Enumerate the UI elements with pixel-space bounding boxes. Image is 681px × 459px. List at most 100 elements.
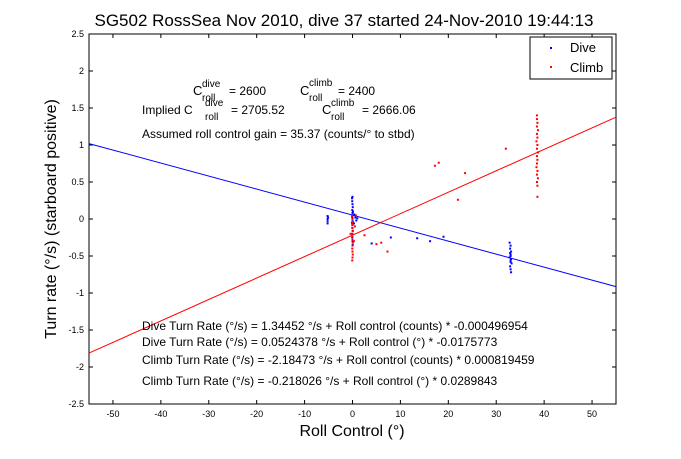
point-climb: [535, 173, 538, 176]
point-climb: [380, 241, 383, 244]
point-climb: [536, 195, 539, 198]
point-dive: [351, 210, 354, 213]
point-dive: [442, 235, 445, 238]
point-dive: [351, 195, 354, 198]
y-tick-label: 0.5: [71, 177, 84, 187]
point-dive: [351, 200, 354, 203]
point-climb: [536, 158, 539, 161]
point-climb: [351, 247, 354, 250]
c-dive-symbol: C: [193, 83, 202, 98]
point-dive: [429, 240, 432, 243]
legend-dive-marker: [550, 47, 552, 49]
point-climb: [375, 243, 378, 246]
point-climb: [351, 250, 354, 253]
implied-climb-sub: roll: [331, 112, 344, 123]
y-axis-label: Turn rate (°/s) (starboard positive): [43, 99, 60, 339]
x-tick-label: -40: [154, 409, 167, 419]
point-climb: [456, 198, 459, 201]
point-climb: [351, 226, 354, 229]
implied-climb-value: = 2666.06: [362, 103, 416, 117]
point-climb: [437, 161, 440, 164]
point-climb: [351, 244, 354, 247]
eq-dive-degrees: Dive Turn Rate (°/s) = 0.0524378 °/s + R…: [142, 335, 498, 349]
point-dive: [356, 217, 359, 220]
data-points: [326, 114, 539, 274]
legend-climb-label: Climb: [570, 60, 603, 75]
point-dive: [351, 240, 354, 243]
y-tick-label: 1: [79, 140, 84, 150]
point-climb: [349, 232, 352, 235]
point-climb: [536, 136, 539, 139]
point-climb: [535, 162, 538, 165]
point-dive: [509, 253, 512, 256]
legend-dive-label: Dive: [570, 40, 596, 55]
chart-title: SG502 RossSea Nov 2010, dive 37 started …: [95, 11, 594, 30]
c-climb-sup: climb: [309, 78, 333, 89]
point-dive: [508, 241, 511, 244]
legend: Dive Climb: [529, 36, 613, 80]
point-climb: [363, 234, 366, 237]
point-climb: [351, 215, 354, 218]
point-dive: [353, 213, 356, 216]
point-climb: [351, 241, 354, 244]
point-dive: [355, 219, 358, 222]
y-tick-label: 1.5: [71, 103, 84, 113]
point-dive: [510, 262, 513, 265]
y-tick-label: 2: [79, 66, 84, 76]
implied-dive-value: = 2705.52: [231, 103, 285, 117]
implied-dive-sub: roll: [205, 112, 218, 123]
point-climb: [536, 144, 539, 146]
point-climb: [464, 172, 467, 175]
axis-ticks: -50 -40 -30 -20 -10 0 10 20 30 40 50-2.5-2-1.5-1-0…: [68, 29, 616, 419]
point-climb: [386, 250, 389, 253]
point-climb: [351, 220, 354, 223]
point-climb: [351, 259, 354, 262]
legend-box: [529, 36, 613, 80]
implied-climb-sup: climb: [331, 98, 355, 109]
c-dive-sub: roll: [202, 93, 215, 104]
point-dive: [354, 216, 357, 219]
eq-climb-counts: Climb Turn Rate (°/s) = -2.18473 °/s + R…: [142, 353, 535, 367]
point-climb: [351, 253, 354, 256]
roll-coefficients-annotation: C dive roll = 2600 C climb roll = 2400 I…: [142, 78, 416, 141]
y-tick-label: -0.5: [68, 251, 84, 261]
x-tick-label: -30: [202, 409, 215, 419]
point-climb: [536, 184, 539, 187]
point-climb: [351, 229, 354, 232]
point-climb: [536, 151, 539, 154]
point-climb: [351, 218, 354, 220]
point-dive: [351, 216, 354, 219]
point-dive: [508, 256, 511, 259]
point-dive: [509, 260, 512, 263]
point-climb: [536, 169, 539, 172]
point-climb: [535, 140, 538, 143]
point-climb: [535, 181, 538, 183]
x-tick-label: -50: [106, 409, 119, 419]
point-climb: [353, 225, 356, 228]
y-tick-label: 2.5: [71, 29, 84, 39]
point-climb: [351, 238, 354, 241]
point-climb: [351, 235, 354, 238]
c-climb-value: = 2400: [338, 84, 375, 98]
regression-equations: Dive Turn Rate (°/s) = 1.34452 °/s + Rol…: [142, 319, 535, 388]
implied-label: Implied C: [142, 103, 193, 117]
x-tick-label: -10: [298, 409, 311, 419]
legend-climb-marker: [550, 66, 552, 68]
c-dive-value: = 2600: [229, 84, 266, 98]
c-climb-sub: roll: [309, 93, 322, 104]
implied-climb-symbol: C: [322, 102, 331, 117]
point-dive: [509, 252, 512, 255]
x-tick-label: -20: [250, 409, 263, 419]
point-dive: [389, 236, 392, 239]
point-dive: [509, 268, 512, 271]
point-dive: [509, 259, 512, 262]
fit-line-climb: [88, 116, 617, 354]
point-dive: [370, 242, 373, 245]
point-dive: [326, 215, 329, 218]
point-climb: [535, 125, 538, 128]
point-dive: [509, 247, 512, 250]
point-dive: [509, 255, 512, 257]
point-dive: [351, 206, 354, 209]
